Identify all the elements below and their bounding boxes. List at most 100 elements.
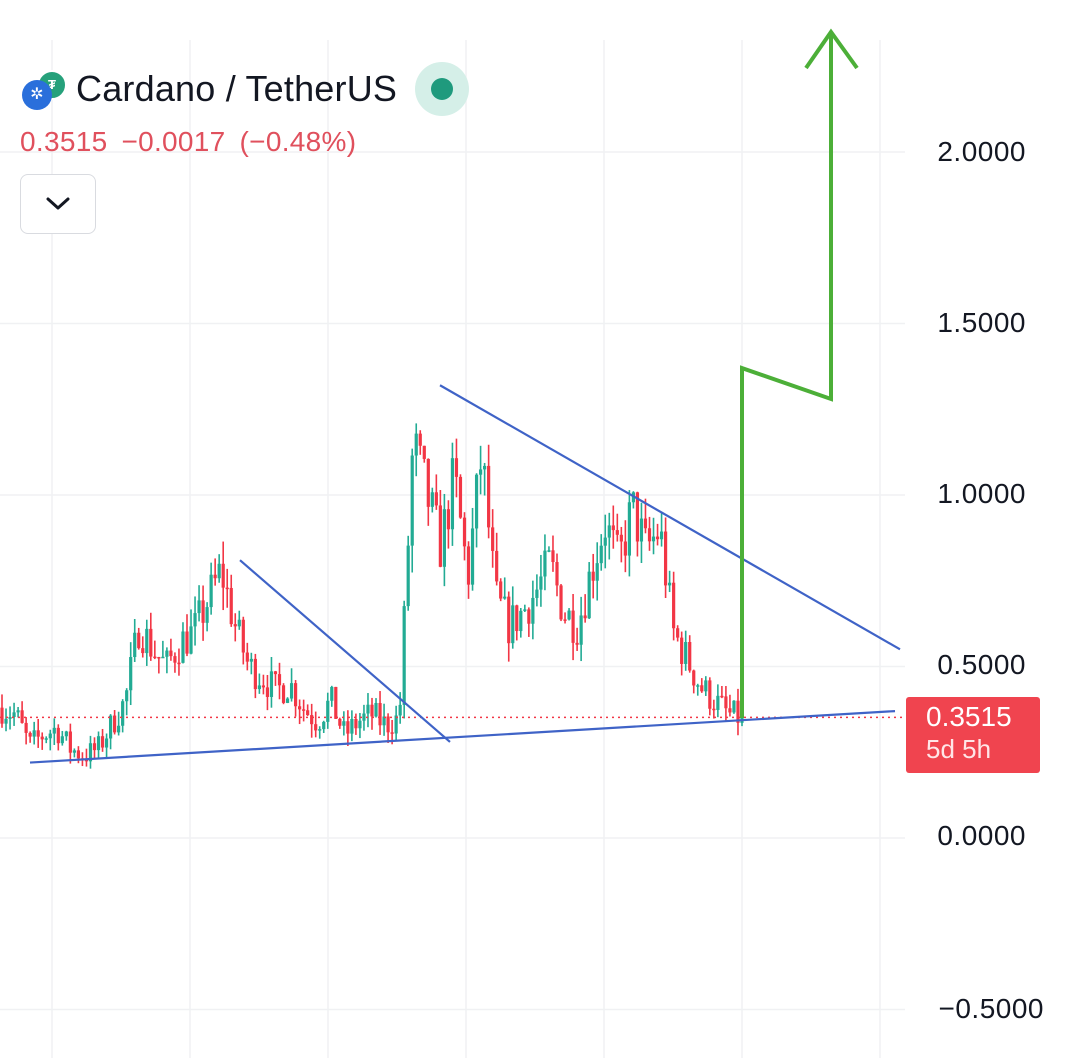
candle-body (358, 720, 362, 729)
candle-body (466, 546, 471, 585)
candle-body (68, 731, 72, 753)
candle-body (551, 550, 555, 563)
candle-body (724, 696, 728, 709)
candle-body (523, 609, 527, 611)
y-tick-label: 1.0000 (937, 478, 1026, 509)
candle-body (720, 695, 724, 698)
candle-body (330, 686, 334, 701)
candle-body (579, 615, 583, 645)
trendline-descending-2 (439, 384, 901, 651)
candle-body (177, 662, 181, 665)
candle-body (438, 505, 442, 567)
candle-body (241, 619, 245, 653)
candle-body (555, 562, 559, 586)
candle-body (56, 727, 60, 744)
candle-body (306, 710, 310, 716)
candle-body (133, 632, 137, 658)
candle-body (595, 563, 599, 581)
candle-body (728, 708, 732, 713)
symbol-title: Cardano / TetherUS (76, 68, 398, 109)
candle-body (627, 502, 631, 556)
candle-body (60, 736, 64, 744)
candle-body (249, 658, 253, 662)
candle-body (591, 571, 595, 581)
candle-body (153, 656, 157, 659)
candle-body (64, 731, 68, 737)
candle-body (422, 445, 426, 459)
candle-body (117, 725, 121, 733)
candle-body (334, 686, 338, 719)
candle-body (402, 606, 406, 705)
y-tick-label: −0.5000 (938, 993, 1044, 1024)
candle-body (245, 652, 249, 662)
candle-body (672, 582, 676, 629)
candle-body (462, 517, 467, 547)
candle-body (503, 596, 507, 599)
candle-body (32, 730, 36, 737)
candle-body (495, 550, 499, 582)
candle-body (366, 704, 370, 714)
candle-body (318, 729, 322, 731)
candle-body (414, 433, 418, 456)
candle-body (76, 750, 81, 759)
candle-body (265, 687, 270, 697)
price-change-percent: (−0.48%) (239, 126, 357, 157)
symbol-header[interactable]: ₮ ✲ Cardano / TetherUS (20, 62, 470, 116)
candle-body (201, 600, 205, 623)
collapse-toggle-button[interactable] (20, 174, 96, 234)
candle-body (189, 626, 193, 654)
candle-body (450, 458, 455, 530)
candle-body (708, 680, 712, 709)
candle-body (704, 680, 708, 692)
candle-body (651, 536, 656, 542)
candle-body (298, 706, 302, 710)
candle-body (314, 724, 318, 731)
candle-body (281, 685, 286, 703)
candle-body (0, 707, 4, 724)
candle-body (583, 615, 587, 619)
candle-body (261, 685, 266, 688)
candle-body (696, 685, 700, 687)
candle-body (181, 631, 185, 663)
candle-body (454, 458, 459, 477)
cardano-tether-icon: ₮ ✲ (20, 66, 67, 112)
candle-body (410, 455, 414, 546)
candle-body (36, 730, 40, 737)
last-price: 0.3515 (20, 126, 108, 157)
candle-body (374, 703, 378, 717)
candle-body (692, 670, 696, 686)
candle-body (446, 509, 451, 530)
candle-body (684, 642, 688, 664)
candle-body (350, 719, 354, 734)
candle-body (511, 605, 515, 644)
candle-body (225, 587, 229, 590)
candle-body (129, 657, 133, 691)
candle-body (277, 674, 282, 686)
candle-body (619, 534, 623, 542)
candle-body (161, 656, 165, 659)
chart-grid (0, 40, 905, 1058)
candle-body (16, 710, 20, 713)
trendline-descending-1 (239, 559, 451, 743)
candle-body (547, 550, 551, 552)
candle-body (394, 715, 398, 734)
candle-body (643, 518, 648, 529)
market-status-icon[interactable] (415, 62, 470, 116)
candle-body (434, 492, 438, 506)
candle-body (418, 433, 422, 446)
chevron-down-icon (46, 197, 70, 210)
candle-body (165, 650, 169, 657)
candle-body (197, 600, 201, 614)
candle-body (28, 732, 32, 737)
candle-body (326, 700, 330, 722)
candle-body (213, 574, 217, 579)
y-tick-label: 2.0000 (937, 136, 1026, 167)
candle-body (125, 690, 129, 702)
candle-body (382, 716, 386, 726)
candle-body (458, 476, 463, 518)
candle-body (655, 536, 660, 540)
candle-body (113, 715, 117, 733)
candle-body (607, 525, 611, 538)
candle-body (571, 610, 575, 643)
